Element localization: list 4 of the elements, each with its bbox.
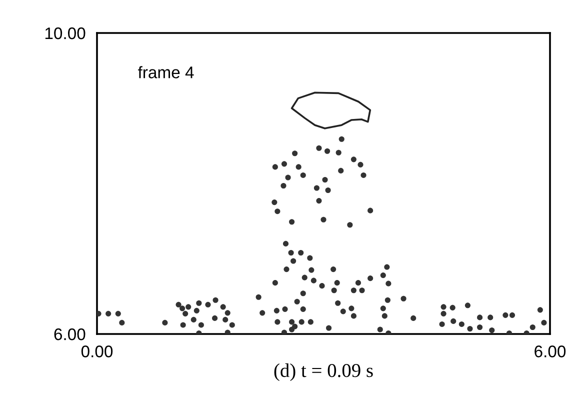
x-axis-title: (d) t = 0.09 s — [274, 363, 373, 382]
x-tick-label: 0.00 — [81, 346, 113, 358]
annotation: frame 4 — [138, 66, 194, 78]
y-tick-label: 10.00 — [45, 27, 86, 40]
